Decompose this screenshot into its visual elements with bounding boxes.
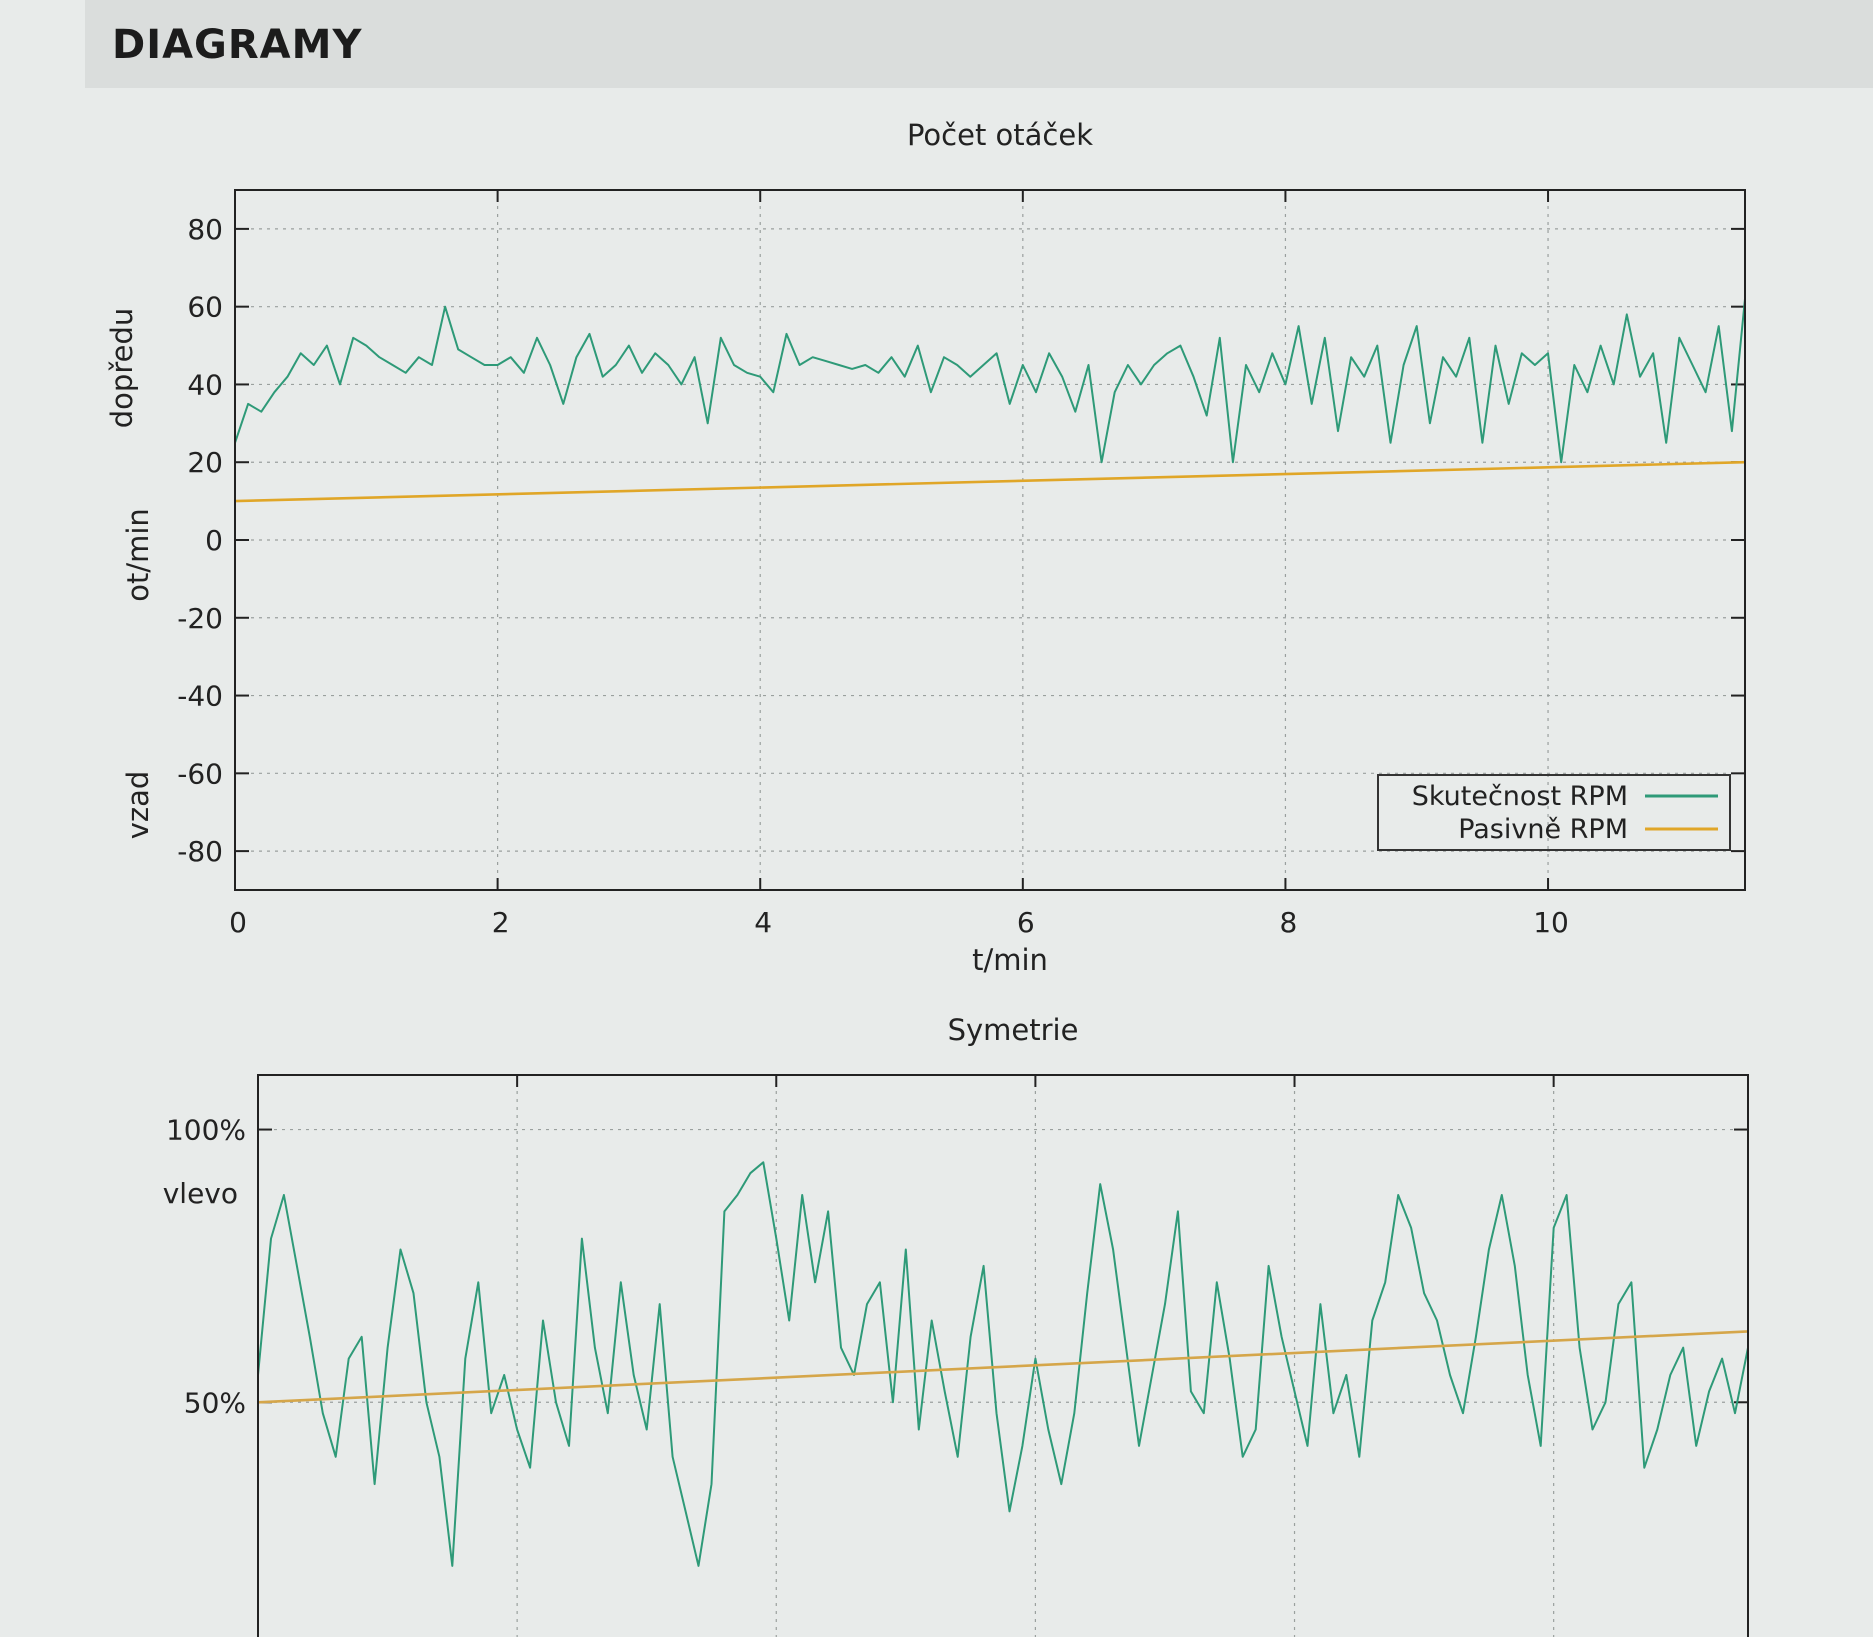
symmetry-ytick-label-0: 100% [166,1114,246,1147]
rpm-ytick-label-5: -20 [177,602,223,635]
rpm-series-0 [234,298,1746,464]
rpm-xtick-label-2: 4 [754,906,772,939]
rpm-y-label: ot/min [121,508,155,602]
rpm-series-group [234,298,1746,503]
page-heading: DIAGRAMY [112,22,363,68]
rpm-ytick-label-4: 0 [205,524,223,557]
rpm-plot-frame [234,189,1746,891]
rpm-y-ticks: 80 60 40 20 0 -20 -40 -60 -80 [177,213,223,868]
rpm-x-label: t/min [972,943,1048,977]
symmetry-grid [257,1075,1748,1637]
rpm-ytick-label-3: 20 [187,446,223,479]
symmetry-ytick-label-1: 50% [184,1386,246,1419]
symmetry-series-1 [257,1330,1749,1404]
rpm-xtick-label-3: 6 [1017,906,1035,939]
rpm-xtick-label-0: 0 [229,906,247,939]
symmetry-y-sublabel: vlevo [163,1177,238,1210]
legend-label-actual: Skutečnost RPM [1412,781,1628,812]
symmetry-series-0 [257,1161,1749,1567]
symmetry-y-ticks: 100% 50% [166,1114,246,1420]
rpm-xtick-label-1: 2 [492,906,510,939]
rpm-y-label-bottom: vzad [121,771,155,840]
rpm-ytick-label-8: -80 [177,835,223,868]
rpm-series-1 [234,460,1746,503]
symmetry-series-group [257,1161,1749,1567]
rpm-legend-box [1377,774,1731,851]
rpm-xtick-label-5: 10 [1533,906,1569,939]
rpm-grid [234,190,1745,890]
rpm-ytick-label-6: -40 [177,680,223,713]
rpm-ytick-label-7: -60 [177,757,223,790]
rpm-xtick-label-4: 8 [1280,906,1298,939]
rpm-x-ticks: 0 2 4 6 8 10 [229,906,1569,939]
rpm-chart: Počet otáček 80 60 40 20 0 -20 -40 -60 -80 0 2 4 6 8… [105,118,1746,977]
rpm-y-label-top: dopředu [105,308,139,428]
rpm-chart-title: Počet otáček [907,118,1093,152]
rpm-ytick-label-1: 60 [187,291,223,324]
rpm-legend: Skutečnost RPM Pasivně RPM [1377,774,1731,851]
rpm-ytick-label-2: 40 [187,368,223,401]
symmetry-chart-title: Symetrie [948,1013,1079,1047]
legend-label-passive: Pasivně RPM [1458,814,1628,845]
rpm-ytick-label-0: 80 [187,213,223,246]
symmetry-plot-frame [257,1074,1749,1637]
section-header: DIAGRAMY [85,0,1873,88]
